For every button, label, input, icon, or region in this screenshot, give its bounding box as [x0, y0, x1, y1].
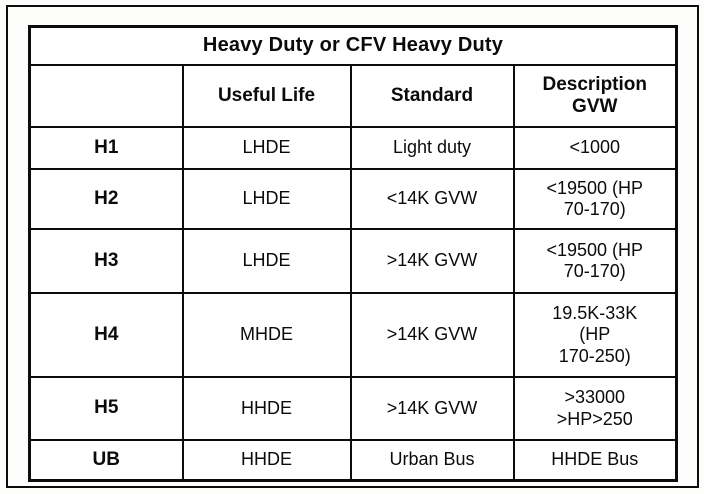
- cell-description-gvw: <19500 (HP 70-170): [512, 168, 678, 230]
- cell-useful-life: LHDE: [181, 228, 352, 294]
- col-header-standard: Standard: [349, 64, 515, 128]
- cell-description-gvw: >33000 >HP>250: [512, 376, 678, 441]
- table-row: H1 LHDE Light duty <1000: [28, 126, 678, 170]
- col-header-blank: [28, 64, 184, 128]
- row-label: H3: [28, 228, 184, 294]
- scan-page-frame: Heavy Duty or CFV Heavy Duty Useful Life…: [6, 5, 699, 488]
- cell-useful-life: MHDE: [181, 292, 352, 378]
- cell-description-gvw: HHDE Bus: [512, 439, 678, 482]
- row-label: UB: [28, 439, 184, 482]
- col-header-useful-life: Useful Life: [181, 64, 352, 128]
- heavy-duty-classification-table: Heavy Duty or CFV Heavy Duty Useful Life…: [28, 25, 678, 482]
- table-row: H2 LHDE <14K GVW <19500 (HP 70-170): [28, 168, 678, 230]
- table-header-row: Useful Life Standard Description GVW: [28, 64, 678, 128]
- cell-standard: Light duty: [349, 126, 515, 170]
- cell-standard: >14K GVW: [349, 228, 515, 294]
- table-row: H3 LHDE >14K GVW <19500 (HP 70-170): [28, 228, 678, 294]
- cell-standard: >14K GVW: [349, 292, 515, 378]
- table-row: UB HHDE Urban Bus HHDE Bus: [28, 439, 678, 482]
- cell-useful-life: LHDE: [181, 168, 352, 230]
- table-title: Heavy Duty or CFV Heavy Duty: [28, 25, 678, 66]
- table-title-row: Heavy Duty or CFV Heavy Duty: [28, 25, 678, 66]
- cell-standard: >14K GVW: [349, 376, 515, 441]
- cell-useful-life: LHDE: [181, 126, 352, 170]
- cell-standard: Urban Bus: [349, 439, 515, 482]
- row-label: H4: [28, 292, 184, 378]
- table-row: H5 HHDE >14K GVW >33000 >HP>250: [28, 376, 678, 441]
- cell-standard: <14K GVW: [349, 168, 515, 230]
- col-header-description-gvw: Description GVW: [512, 64, 678, 128]
- cell-description-gvw: <1000: [512, 126, 678, 170]
- table-row: H4 MHDE >14K GVW 19.5K-33K (HP 170-250): [28, 292, 678, 378]
- row-label: H2: [28, 168, 184, 230]
- row-label: H5: [28, 376, 184, 441]
- cell-useful-life: HHDE: [181, 376, 352, 441]
- cell-useful-life: HHDE: [181, 439, 352, 482]
- row-label: H1: [28, 126, 184, 170]
- cell-description-gvw: 19.5K-33K (HP 170-250): [512, 292, 678, 378]
- cell-description-gvw: <19500 (HP 70-170): [512, 228, 678, 294]
